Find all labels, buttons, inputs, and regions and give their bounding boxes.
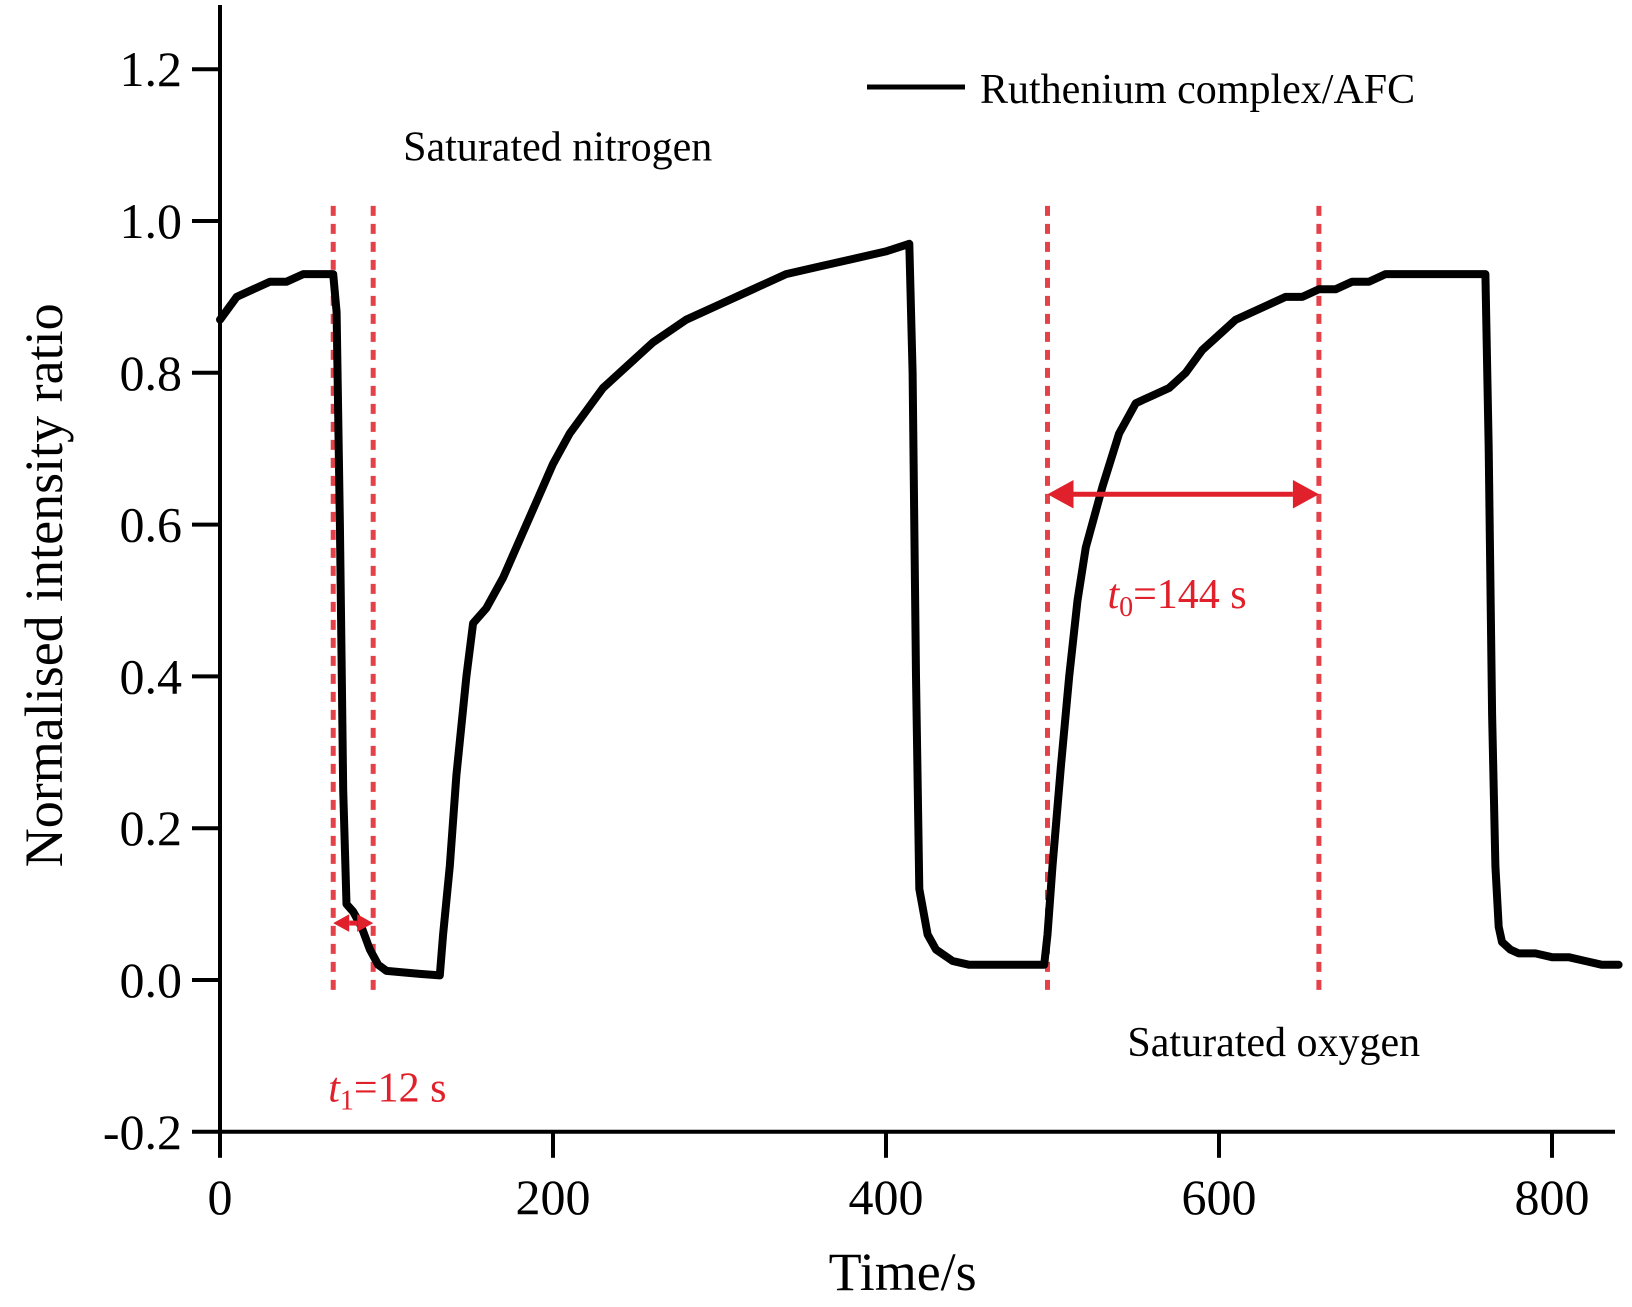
t0-label: t0=144 s — [1107, 572, 1246, 623]
x-tick-label: 200 — [516, 1169, 591, 1225]
t1-arrow-head-right — [357, 914, 374, 932]
annotation-saturated-nitrogen: Saturated nitrogen — [403, 124, 712, 170]
t1-label: t1=12 s — [328, 1065, 446, 1116]
annotation-saturated-oxygen: Saturated oxygen — [1127, 1020, 1420, 1066]
series-line — [216, 239, 1623, 980]
y-tick-label: 1.2 — [120, 41, 183, 97]
t0-arrow-head-left — [1047, 479, 1074, 509]
x-axis-title: Time/s — [829, 1242, 977, 1302]
t0-arrow-head-right — [1292, 479, 1319, 509]
legend: Ruthenium complex/AFC — [867, 67, 1415, 113]
series-layer — [216, 239, 1623, 980]
y-tick-label: 0.4 — [120, 648, 183, 704]
y-tick-label: 0.2 — [120, 800, 183, 856]
interval-arrows — [333, 479, 1319, 932]
x-tick-label: 600 — [1182, 1169, 1257, 1225]
y-tick-label: 0.6 — [120, 497, 183, 553]
y-tick-label: 0.8 — [120, 345, 183, 401]
y-tick-label: -0.2 — [103, 1104, 182, 1160]
t1-arrow-head-left — [333, 914, 350, 932]
legend-label: Ruthenium complex/AFC — [980, 67, 1415, 113]
y-tick-label: 1.0 — [120, 193, 183, 249]
y-axis: -0.2 0.0 0.2 0.4 0.6 0.8 1.0 1.2 — [103, 5, 222, 1160]
x-tick-label: 800 — [1515, 1169, 1590, 1225]
x-tick-label: 400 — [849, 1169, 924, 1225]
x-axis: 0 200 400 600 800 — [208, 1129, 1615, 1225]
x-tick-label: 0 — [208, 1169, 233, 1225]
y-axis-title: Normalised intensity ratio — [14, 303, 74, 867]
y-tick-label: 0.0 — [120, 952, 183, 1008]
